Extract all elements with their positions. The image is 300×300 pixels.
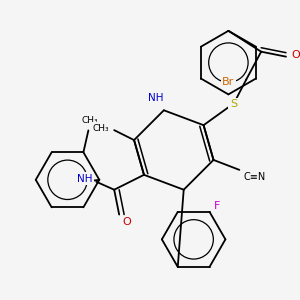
Text: NH: NH	[77, 174, 92, 184]
Text: NH: NH	[148, 93, 164, 103]
Text: CH₃: CH₃	[81, 116, 98, 125]
Text: C≡N: C≡N	[243, 172, 265, 182]
Text: F: F	[214, 201, 221, 211]
Text: Br: Br	[222, 77, 235, 88]
Text: O: O	[123, 218, 131, 227]
Text: S: S	[230, 99, 237, 109]
Text: CH₃: CH₃	[93, 124, 110, 133]
Text: O: O	[292, 50, 300, 60]
